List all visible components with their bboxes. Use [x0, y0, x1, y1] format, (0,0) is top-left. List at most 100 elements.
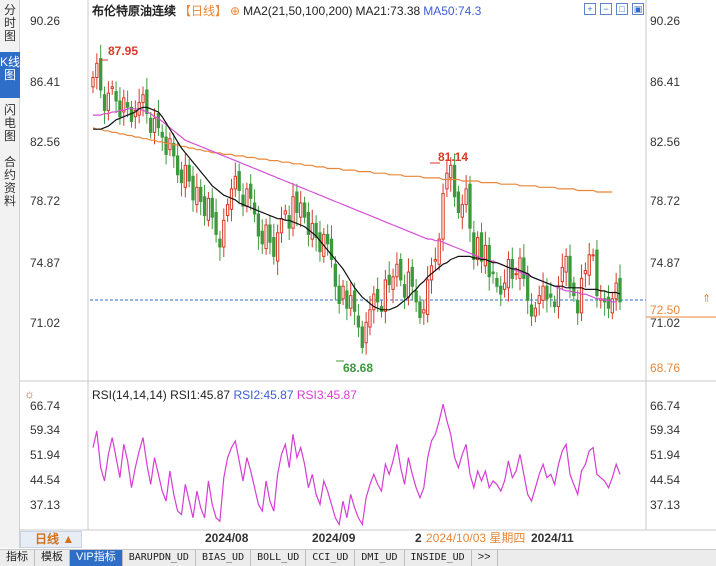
rsi-settings-icon[interactable]: ☼ [24, 387, 35, 401]
candle [352, 282, 357, 326]
price-tick: 74.87 [30, 256, 60, 270]
candle [222, 208, 226, 258]
candle [299, 191, 303, 228]
candle [218, 230, 222, 261]
date-axis: 2024/08 2024/09 2 2024/10/03 星期四 2024/11 [205, 531, 574, 545]
rsi-params: RSI(14,14,14) [92, 388, 167, 402]
side-tab-contract-info[interactable]: 合约资料 [3, 155, 16, 208]
side-tab-flash[interactable]: 闪电图 [3, 103, 16, 143]
mid-high-marker: 81.14 [430, 150, 468, 164]
candle [133, 100, 137, 129]
candle [576, 290, 580, 325]
tab-templates[interactable]: 模板 [35, 550, 70, 566]
high-marker: 87.95 [100, 44, 138, 61]
candle [249, 174, 253, 211]
tab-indicators[interactable]: 指标 [0, 550, 35, 566]
candle [225, 198, 230, 222]
instrument-title: 布伦特原油连续 [92, 4, 177, 18]
candle [310, 209, 314, 248]
candle [426, 266, 430, 323]
rsi-tick: 51.94 [30, 448, 60, 462]
candle [245, 182, 249, 213]
rsi-tick: 66.74 [30, 399, 60, 413]
candle [175, 142, 180, 183]
candle [114, 81, 118, 113]
candle [95, 53, 99, 90]
candle [456, 185, 461, 219]
candle [272, 223, 276, 265]
candle [522, 244, 526, 287]
candle [137, 88, 141, 124]
date-label: 2024/08 [205, 531, 249, 545]
candle [256, 205, 261, 250]
tab-barupdn[interactable]: BARUPDN_UD [123, 550, 196, 566]
candle [433, 247, 438, 272]
price-up-arrow-icon: ⇑ [702, 293, 711, 305]
date-label: 2024/09 [312, 531, 356, 545]
ma50-value: MA50:74.3 [423, 4, 482, 18]
period-selector-button[interactable]: 日线 ▲ [20, 531, 82, 548]
price-tick: 71.02 [30, 316, 60, 330]
price-tick: 82.56 [650, 135, 680, 149]
fit-icon[interactable]: □ [616, 3, 628, 15]
price-tick: 74.87 [650, 256, 680, 270]
more-tabs-button[interactable]: >> [472, 550, 498, 566]
candle [495, 272, 499, 293]
candle [568, 244, 572, 298]
candle [302, 196, 307, 224]
candle [206, 192, 211, 227]
low-price-label: 68.76 [650, 361, 680, 375]
tab-inside[interactable]: INSIDE_UD [405, 550, 472, 566]
tab-vip-indicators[interactable]: VIP指标 [70, 550, 123, 566]
candle [545, 278, 549, 313]
ma50-line [93, 108, 617, 303]
tab-dmi[interactable]: DMI_UD [355, 550, 405, 566]
candle [533, 301, 538, 323]
candle [329, 225, 334, 268]
candle [99, 44, 103, 99]
ma21-value: MA21:73.38 [355, 4, 421, 18]
indicator-tab-bar: 指标 模板 VIP指标 BARUPDN_UD BIAS_UD BOLL_UD C… [0, 549, 716, 566]
price-axis-left: 90.26 86.41 82.56 78.72 74.87 71.02 [30, 14, 60, 330]
candle [268, 214, 272, 255]
candle [291, 182, 295, 237]
candle [376, 277, 380, 312]
zoom-out-icon[interactable]: − [600, 3, 612, 15]
candle [395, 252, 399, 287]
tab-bias[interactable]: BIAS_UD [196, 550, 252, 566]
candle [383, 269, 388, 324]
side-tab-kline[interactable]: K线图 [0, 52, 20, 98]
candle [499, 276, 503, 306]
rsi-tick: 44.54 [650, 473, 680, 487]
price-tick: 86.41 [30, 75, 60, 89]
ma21-line [93, 106, 621, 311]
candle [549, 282, 553, 308]
candle [541, 272, 545, 309]
date-label: 2024/11 [531, 531, 574, 545]
candle [572, 276, 576, 302]
candle [483, 231, 488, 274]
fullscreen-icon[interactable]: ▣ [632, 3, 644, 15]
side-tab-time-share[interactable]: 分时图 [3, 3, 16, 43]
rsi2-value: RSI2:45.87 [233, 388, 294, 402]
add-indicator-icon[interactable]: ⊕ [230, 4, 241, 18]
zoom-in-icon[interactable]: + [584, 3, 596, 15]
candle [345, 280, 349, 321]
candle [387, 261, 391, 293]
tab-boll[interactable]: BOLL_UD [251, 550, 307, 566]
rsi-tick: 51.94 [650, 448, 680, 462]
rsi1-value: RSI1:45.87 [170, 388, 231, 402]
tab-cci[interactable]: CCI_UD [306, 550, 356, 566]
candle [283, 204, 287, 221]
candle [233, 162, 237, 198]
price-axis-right: 90.26 86.41 82.56 78.72 74.87 71.02 [650, 14, 680, 330]
low-marker: 68.68 [336, 360, 373, 375]
candle [583, 262, 588, 288]
candle [141, 86, 145, 117]
candle [252, 189, 257, 223]
candle [295, 183, 299, 227]
rsi-tick: 44.54 [30, 473, 60, 487]
candle [602, 290, 607, 316]
